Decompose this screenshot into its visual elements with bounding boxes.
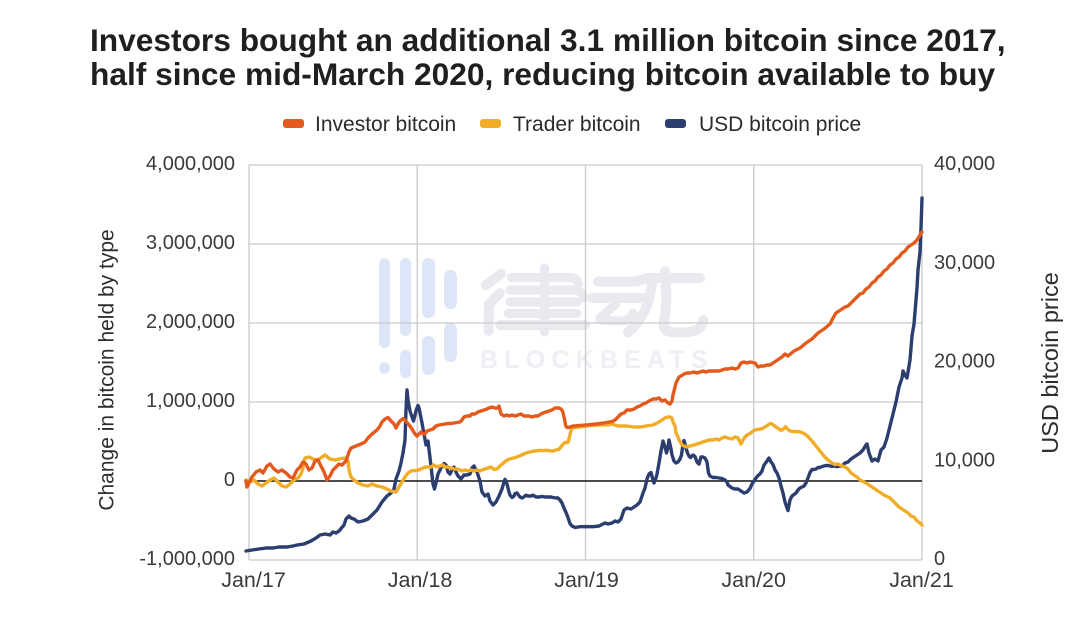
svg-text:Jan/18: Jan/18 bbox=[388, 568, 453, 592]
svg-text:BLOCKBEATS: BLOCKBEATS bbox=[480, 346, 714, 374]
svg-text:3,000,000: 3,000,000 bbox=[146, 232, 235, 254]
svg-text:10,000: 10,000 bbox=[934, 449, 995, 471]
svg-text:0: 0 bbox=[934, 548, 945, 570]
svg-text:Jan/19: Jan/19 bbox=[554, 568, 619, 592]
svg-text:Jan/20: Jan/20 bbox=[721, 568, 786, 592]
svg-text:Change in bitcoin held by type: Change in bitcoin held by type bbox=[96, 229, 119, 510]
svg-text:-1,000,000: -1,000,000 bbox=[139, 548, 235, 570]
svg-text:20,000: 20,000 bbox=[934, 351, 995, 373]
svg-text:Jan/21: Jan/21 bbox=[889, 568, 954, 592]
svg-text:0: 0 bbox=[224, 469, 235, 491]
svg-text:1,000,000: 1,000,000 bbox=[146, 390, 235, 412]
svg-text:30,000: 30,000 bbox=[934, 252, 995, 274]
svg-text:USD bitcoin price: USD bitcoin price bbox=[1037, 272, 1063, 454]
svg-text:4,000,000: 4,000,000 bbox=[146, 153, 235, 175]
svg-text:2,000,000: 2,000,000 bbox=[146, 311, 235, 333]
svg-text:Jan/17: Jan/17 bbox=[221, 568, 286, 592]
svg-text:40,000: 40,000 bbox=[934, 153, 995, 175]
